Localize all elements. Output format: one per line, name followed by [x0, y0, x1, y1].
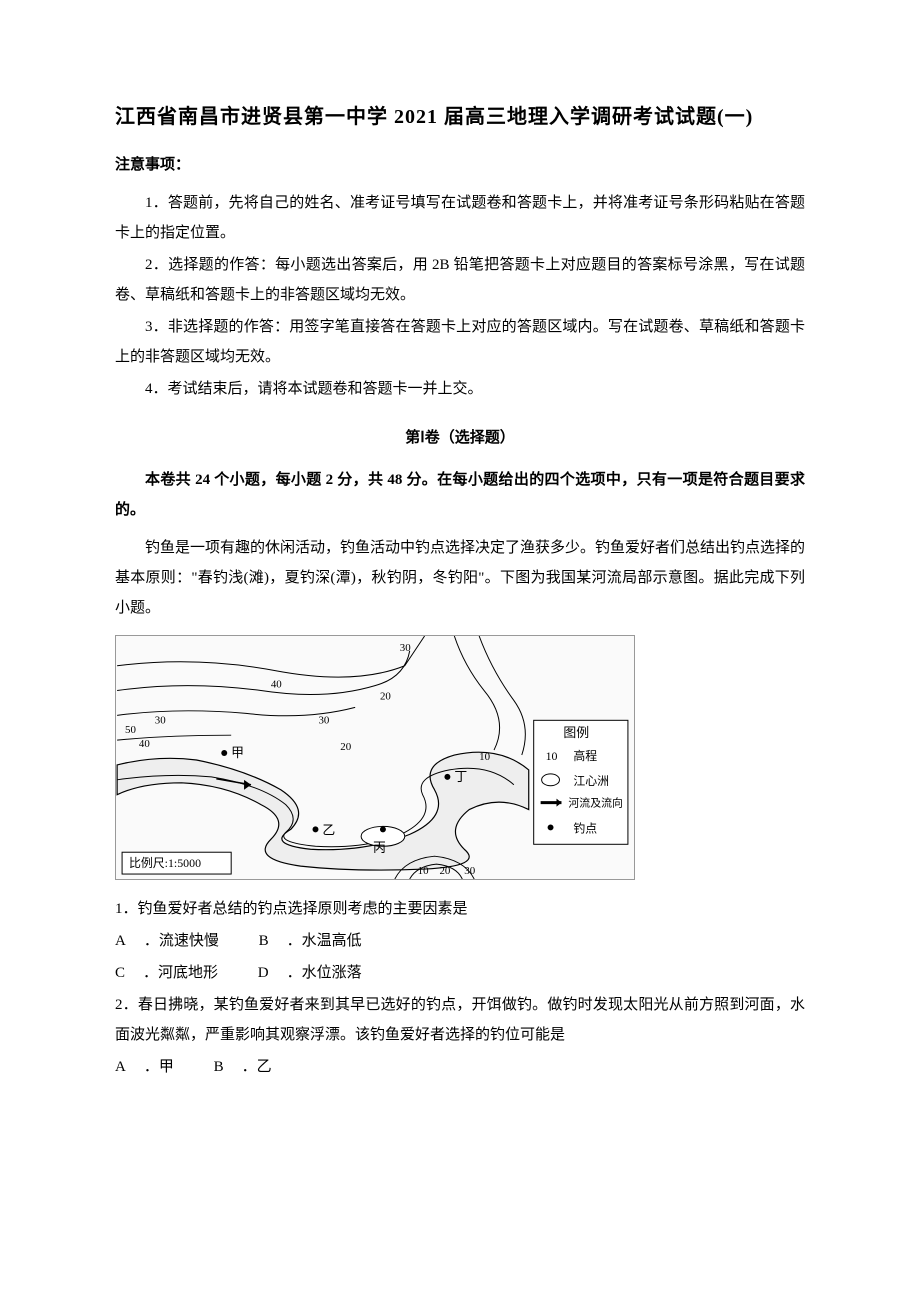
legend-elevation: 高程 — [573, 749, 597, 763]
contour-label: 30 — [318, 714, 329, 726]
contour-label: 10 — [418, 865, 429, 877]
contour-label: 50 — [125, 724, 136, 736]
question-2-text: 春日拂晓，某钓鱼爱好者来到其早已选好的钓点，开饵做钓。做钓时发现太阳光从前方照到… — [115, 997, 805, 1043]
question-1-options-line2: C．河底地形 D．水位涨落 — [115, 958, 805, 988]
instruction-2: 2．选择题的作答：每小题选出答案后，用 2B 铅笔把答题卡上对应题目的答案标号涂… — [115, 250, 805, 310]
contour-label: 40 — [139, 738, 150, 750]
question-1: 1．钓鱼爱好者总结的钓点选择原则考虑的主要因素是 — [115, 894, 805, 924]
option-1c: C．河底地形 — [115, 965, 236, 981]
document-title: 江西省南昌市进贤县第一中学 2021 届高三地理入学调研考试试题(一) — [115, 100, 805, 129]
question-1-options-line1: A．流速快慢 B．水温高低 — [115, 926, 805, 956]
part-description: 本卷共 24 个小题，每小题 2 分，共 48 分。在每小题给出的四个选项中，只… — [115, 465, 805, 525]
point-ding — [444, 774, 450, 780]
contour-label: 30 — [155, 714, 166, 726]
contour-label: 20 — [439, 865, 450, 877]
legend-elevation-value: 10 — [546, 749, 558, 763]
instruction-4: 4．考试结束后，请将本试题卷和答题卡一并上交。 — [115, 374, 805, 404]
question-1-number: 1 — [115, 901, 123, 917]
part-title: 第Ⅰ卷（选择题） — [115, 426, 805, 447]
contour-label: 30 — [400, 642, 411, 654]
option-1a: A．流速快慢 — [115, 933, 237, 949]
contour-label: 20 — [340, 741, 351, 753]
question-1-text: 钓鱼爱好者总结的钓点选择原则考虑的主要因素是 — [138, 901, 468, 917]
contour-label: 30 — [464, 865, 475, 877]
contour-label: 10 — [479, 751, 490, 763]
instruction-1: 1．答题前，先将自己的姓名、准考证号填写在试题卷和答题卡上，并将准考证号条形码粘… — [115, 188, 805, 248]
option-1b: B．水温高低 — [259, 933, 380, 949]
map-svg: 50 40 30 30 20 30 40 20 10 10 20 30 甲 乙 … — [116, 636, 634, 879]
option-2b: B．乙 — [214, 1059, 290, 1075]
map-figure: 50 40 30 30 20 30 40 20 10 10 20 30 甲 乙 … — [115, 635, 635, 880]
question-2-options-line1: A．甲 B．乙 — [115, 1052, 805, 1082]
instruction-3: 3．非选择题的作答：用签字笔直接答在答题卡上对应的答题区域内。写在试题卷、草稿纸… — [115, 312, 805, 372]
point-yi-label: 乙 — [322, 823, 335, 837]
legend-river: 河流及流向 — [568, 796, 623, 810]
legend-island: 江心洲 — [573, 774, 609, 788]
option-1d: D．水位涨落 — [258, 965, 380, 981]
legend-title: 图例 — [563, 726, 589, 740]
point-bing — [380, 826, 386, 832]
point-ding-label: 丁 — [454, 770, 467, 784]
contour-label: 20 — [380, 690, 391, 702]
point-bing-label: 丙 — [373, 841, 386, 855]
notice-header: 注意事项： — [115, 153, 805, 174]
question-2-number: 2 — [115, 997, 123, 1013]
passage-text: 钓鱼是一项有趣的休闲活动，钓鱼活动中钓点选择决定了渔获多少。钓鱼爱好者们总结出钓… — [115, 533, 805, 623]
legend-fishing: 钓点 — [573, 821, 597, 835]
scale-text: 比例尺:1:5000 — [129, 856, 201, 870]
contour-label: 40 — [271, 679, 282, 691]
question-2: 2．春日拂晓，某钓鱼爱好者来到其早已选好的钓点，开饵做钓。做钓时发现太阳光从前方… — [115, 990, 805, 1050]
point-jia — [221, 750, 227, 756]
option-2a: A．甲 — [115, 1059, 192, 1075]
point-yi — [313, 826, 319, 832]
point-jia-label: 甲 — [231, 746, 244, 760]
